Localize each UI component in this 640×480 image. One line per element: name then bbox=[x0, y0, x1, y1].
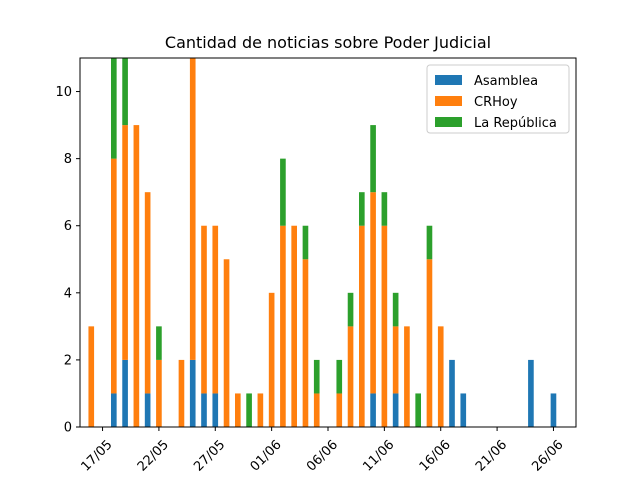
bar-crhoy-2020-05-18 bbox=[111, 158, 117, 394]
bar-la-rep-blica-2020-05-30 bbox=[246, 393, 252, 427]
bar-crhoy-2020-06-07 bbox=[336, 393, 343, 427]
bar-asamblea-2020-05-19 bbox=[122, 359, 128, 427]
bar-asamblea-2020-05-27 bbox=[212, 393, 219, 427]
legend-label-la-rep-blica: La República bbox=[474, 116, 557, 131]
bar-la-rep-blica-2020-06-05 bbox=[313, 359, 320, 394]
bar-la-rep-blica-2020-05-18 bbox=[111, 58, 117, 159]
bar-asamblea-2020-05-18 bbox=[111, 393, 117, 427]
bar-asamblea-2020-06-10 bbox=[370, 393, 376, 427]
bar-la-rep-blica-2020-06-15 bbox=[426, 225, 433, 260]
bar-crhoy-2020-05-31 bbox=[257, 393, 264, 427]
y-tick-label: 8 bbox=[64, 152, 72, 167]
bar-crhoy-2020-06-09 bbox=[359, 225, 365, 427]
bar-crhoy-2020-05-19 bbox=[122, 125, 128, 360]
bars bbox=[88, 58, 557, 427]
bar-crhoy-2020-05-22 bbox=[156, 359, 162, 427]
bar-asamblea-2020-06-24 bbox=[528, 359, 534, 427]
bar-la-rep-blica-2020-06-04 bbox=[302, 225, 309, 260]
bar-la-rep-blica-2020-06-08 bbox=[347, 292, 354, 327]
bar-crhoy-2020-06-02 bbox=[280, 225, 286, 427]
bar-la-rep-blica-2020-06-12 bbox=[392, 292, 399, 327]
bar-asamblea-2020-05-21 bbox=[144, 393, 151, 427]
bar-la-rep-blica-2020-06-02 bbox=[280, 158, 286, 226]
y-tick-label: 6 bbox=[64, 219, 72, 234]
bar-crhoy-2020-06-16 bbox=[437, 326, 444, 427]
bar-la-rep-blica-2020-05-19 bbox=[122, 58, 128, 126]
bar-crhoy-2020-05-25 bbox=[189, 58, 196, 360]
bar-asamblea-2020-06-12 bbox=[392, 393, 399, 427]
bar-crhoy-2020-06-12 bbox=[392, 326, 399, 394]
bar-crhoy-2020-06-08 bbox=[347, 326, 354, 427]
legend-label-crhoy: CRHoy bbox=[474, 95, 518, 110]
y-tick-label: 10 bbox=[55, 85, 72, 100]
bar-crhoy-2020-05-28 bbox=[223, 259, 230, 427]
bar-crhoy-2020-06-11 bbox=[381, 225, 388, 427]
bar-crhoy-2020-05-24 bbox=[178, 359, 185, 427]
bar-crhoy-2020-05-26 bbox=[201, 225, 207, 394]
bar-crhoy-2020-05-21 bbox=[144, 192, 151, 394]
chart-title: Cantidad de noticias sobre Poder Judicia… bbox=[165, 33, 491, 52]
y-tick-label: 4 bbox=[64, 286, 72, 301]
bar-la-rep-blica-2020-06-09 bbox=[359, 192, 365, 226]
bar-crhoy-2020-06-03 bbox=[291, 225, 297, 427]
legend-swatch-la-rep-blica bbox=[435, 117, 462, 127]
bar-la-rep-blica-2020-05-22 bbox=[156, 326, 162, 360]
bar-crhoy-2020-05-20 bbox=[133, 125, 140, 427]
bar-crhoy-2020-05-16 bbox=[88, 326, 95, 427]
bar-la-rep-blica-2020-06-11 bbox=[381, 192, 388, 226]
bar-crhoy-2020-06-15 bbox=[426, 259, 433, 427]
bar-la-rep-blica-2020-06-14 bbox=[415, 393, 421, 427]
y-tick-label: 0 bbox=[64, 421, 72, 436]
bar-la-rep-blica-2020-06-10 bbox=[370, 125, 376, 193]
legend-swatch-crhoy bbox=[435, 96, 462, 106]
bar-crhoy-2020-06-04 bbox=[302, 259, 309, 427]
bar-crhoy-2020-05-29 bbox=[235, 393, 241, 427]
bar-la-rep-blica-2020-06-07 bbox=[336, 359, 343, 394]
bar-asamblea-2020-05-25 bbox=[189, 359, 196, 427]
bar-crhoy-2020-06-10 bbox=[370, 192, 376, 394]
bar-asamblea-2020-06-17 bbox=[449, 359, 455, 427]
bar-crhoy-2020-06-13 bbox=[404, 326, 410, 427]
legend-swatch-asamblea bbox=[435, 75, 462, 85]
bar-crhoy-2020-05-27 bbox=[212, 225, 219, 394]
bar-asamblea-2020-05-26 bbox=[201, 393, 207, 427]
bar-asamblea-2020-06-18 bbox=[460, 393, 467, 427]
legend-box bbox=[426, 64, 570, 134]
bar-asamblea-2020-06-26 bbox=[550, 393, 557, 427]
legend-label-asamblea: Asamblea bbox=[474, 74, 538, 89]
bar-crhoy-2020-06-05 bbox=[313, 393, 320, 427]
y-tick-label: 2 bbox=[64, 353, 72, 368]
bar-crhoy-2020-06-01 bbox=[268, 292, 275, 427]
legend: Asamblea CRHoy La República bbox=[426, 64, 570, 134]
